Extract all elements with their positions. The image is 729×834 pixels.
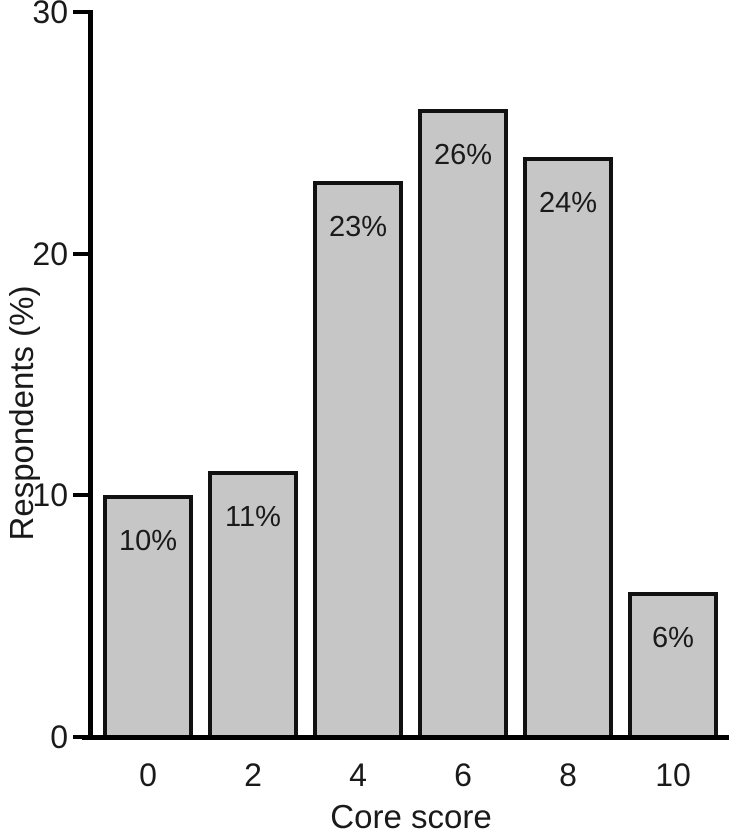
- y-tick-mark: [73, 251, 90, 256]
- y-tick-mark: [73, 10, 90, 14]
- bar: 26%: [418, 108, 508, 739]
- x-tick-label: 6: [454, 757, 472, 793]
- bar-value-label: 23%: [328, 211, 388, 244]
- bar: 23%: [313, 181, 403, 739]
- bar-value-label: 10%: [118, 525, 178, 558]
- bar-value-label: 11%: [225, 501, 281, 534]
- bar: 24%: [523, 157, 613, 739]
- bar: 11%: [208, 471, 298, 739]
- y-tick-label: 10: [32, 477, 68, 514]
- y-tick-mark: [73, 493, 90, 498]
- x-axis-title: Core score: [330, 798, 492, 834]
- x-tick-label: 8: [559, 757, 577, 793]
- y-tick-label: 0: [50, 719, 68, 755]
- bar: 10%: [103, 495, 193, 739]
- y-tick-label: 30: [32, 0, 68, 30]
- x-tick-label: 4: [349, 757, 367, 793]
- x-tick-label: 2: [244, 757, 262, 793]
- x-axis-line: [82, 735, 729, 740]
- bar-value-label: 26%: [433, 138, 493, 171]
- bar: 6%: [628, 592, 718, 739]
- bar-value-label: 6%: [652, 622, 694, 654]
- y-tick-mark: [73, 735, 90, 739]
- bar-value-label: 24%: [538, 187, 598, 219]
- y-axis-line: [88, 10, 93, 740]
- x-tick-label: 0: [139, 757, 157, 793]
- y-tick-label: 20: [32, 235, 68, 272]
- x-tick-label: 10: [655, 757, 691, 793]
